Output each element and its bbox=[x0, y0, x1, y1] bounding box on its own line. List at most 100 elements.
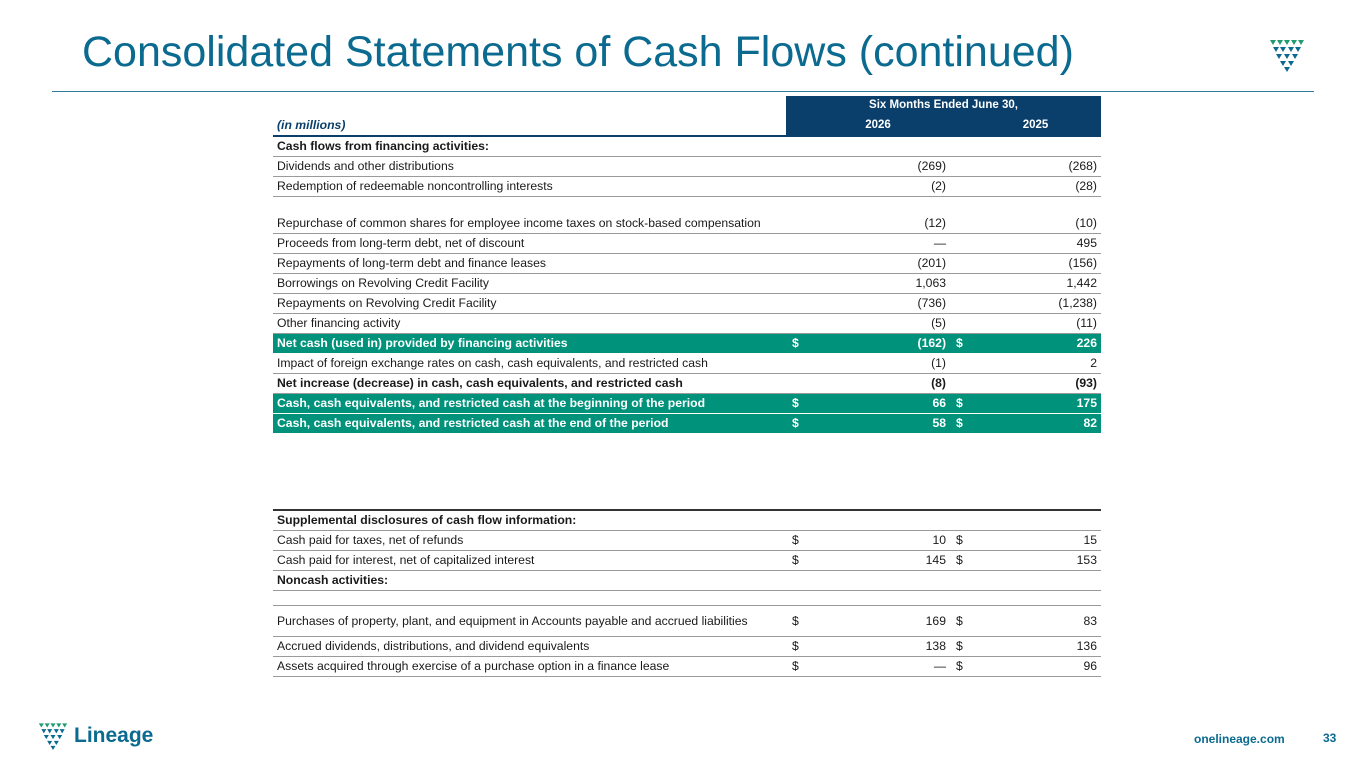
table-row: Cash paid for taxes, net of refunds $10 $1… bbox=[273, 530, 1101, 551]
table-row: Noncash activities: bbox=[273, 570, 1101, 591]
period-header: Six Months Ended June 30, bbox=[786, 96, 1101, 115]
dollar-sign-2025: $ bbox=[950, 550, 970, 571]
value-2025 bbox=[970, 570, 1101, 591]
value-2025: 15 bbox=[970, 530, 1101, 551]
value-2026 bbox=[806, 570, 950, 591]
dollar-sign-2025 bbox=[950, 293, 970, 314]
dollar-sign-2025 bbox=[950, 233, 970, 254]
dollar-sign-2025: $ bbox=[950, 656, 970, 677]
row-label: Proceeds from long-term debt, net of dis… bbox=[273, 233, 786, 254]
value-2026: 1,063 bbox=[806, 273, 950, 294]
table-row bbox=[273, 590, 1101, 606]
value-2026: (8) bbox=[806, 373, 950, 394]
dollar-sign-2026 bbox=[786, 510, 806, 531]
value-2025: 2 bbox=[970, 353, 1101, 374]
row-label: Cash, cash equivalents, and restricted c… bbox=[273, 393, 786, 414]
table-row: Borrowings on Revolving Credit Facility 1… bbox=[273, 273, 1101, 294]
dollar-sign-2026: $ bbox=[786, 656, 806, 677]
value-2026: 58 bbox=[806, 413, 950, 434]
value-2025: 82 bbox=[970, 413, 1101, 434]
row-label: Repayments of long-term debt and finance… bbox=[273, 253, 786, 274]
dollar-sign-2025 bbox=[950, 156, 970, 177]
value-2026: (5) bbox=[806, 313, 950, 334]
brand-wordmark: Lineage bbox=[74, 724, 154, 747]
value-2025: (28) bbox=[970, 176, 1101, 197]
value-2025: 83 bbox=[970, 605, 1101, 637]
value-2026: 145 bbox=[806, 550, 950, 571]
table-row: Repurchase of common shares for employee… bbox=[273, 196, 1101, 234]
dollar-sign-2025: $ bbox=[950, 605, 970, 637]
dollar-sign-2026 bbox=[786, 373, 806, 394]
table-row: Accrued dividends, distributions, and di… bbox=[273, 636, 1101, 657]
dollar-sign-2025 bbox=[950, 510, 970, 531]
table-row: Cash, cash equivalents, and restricted c… bbox=[273, 393, 1101, 414]
dollar-sign-2026 bbox=[786, 136, 806, 157]
table-row: Assets acquired through exercise of a pu… bbox=[273, 656, 1101, 677]
dollar-sign-2025 bbox=[950, 136, 970, 157]
page-number: 33 bbox=[1323, 731, 1337, 745]
supplemental-table: Supplemental disclosures of cash flow in… bbox=[273, 509, 1101, 677]
table-row: Cash paid for interest, net of capitaliz… bbox=[273, 550, 1101, 571]
dollar-sign-2026: $ bbox=[786, 550, 806, 571]
row-label: Assets acquired through exercise of a pu… bbox=[273, 656, 786, 677]
dollar-sign-2026 bbox=[786, 273, 806, 294]
value-2025: (268) bbox=[970, 156, 1101, 177]
value-2025: 495 bbox=[970, 233, 1101, 254]
value-2026: 169 bbox=[806, 605, 950, 637]
value-2026: (736) bbox=[806, 293, 950, 314]
dollar-sign-2026 bbox=[786, 570, 806, 591]
dollar-sign-2026: $ bbox=[786, 636, 806, 657]
value-2025: 175 bbox=[970, 393, 1101, 414]
dollar-sign-2025 bbox=[950, 570, 970, 591]
row-label: Purchases of property, plant, and equipm… bbox=[273, 605, 786, 637]
table-row: Impact of foreign exchange rates on cash… bbox=[273, 353, 1101, 374]
row-label: Repurchase of common shares for employee… bbox=[273, 196, 786, 234]
footer-website-link[interactable]: onelineage.com bbox=[1194, 732, 1285, 746]
row-label bbox=[273, 590, 786, 606]
page-title: Consolidated Statements of Cash Flows (c… bbox=[82, 28, 1074, 76]
dollar-sign-2026: $ bbox=[786, 393, 806, 414]
table-row: Purchases of property, plant, and equipm… bbox=[273, 605, 1101, 637]
table-row: Repayments of long-term debt and finance… bbox=[273, 253, 1101, 274]
table-row: Cash flows from financing activities: bbox=[273, 136, 1101, 157]
dollar-sign-2025 bbox=[950, 373, 970, 394]
row-label: Net cash (used in) provided by financing… bbox=[273, 333, 786, 354]
value-2026 bbox=[806, 510, 950, 531]
dollar-sign-2025 bbox=[950, 313, 970, 334]
value-2025: (10) bbox=[970, 196, 1101, 234]
value-2026: (201) bbox=[806, 253, 950, 274]
dollar-sign-2026 bbox=[786, 253, 806, 274]
column-header-2026: 2026 bbox=[806, 115, 950, 137]
dollar-sign-2026: $ bbox=[786, 413, 806, 434]
value-2026: — bbox=[806, 233, 950, 254]
lineage-logo-icon bbox=[1270, 40, 1304, 72]
row-label: Cash flows from financing activities: bbox=[273, 136, 786, 157]
column-header-2025: 2025 bbox=[970, 115, 1101, 137]
table-row: Repayments on Revolving Credit Facility (… bbox=[273, 293, 1101, 314]
value-2025: 226 bbox=[970, 333, 1101, 354]
row-label: Accrued dividends, distributions, and di… bbox=[273, 636, 786, 657]
dollar-sign-2025: $ bbox=[950, 333, 970, 354]
value-2025 bbox=[970, 136, 1101, 157]
value-2026: 10 bbox=[806, 530, 950, 551]
dollar-sign-2026 bbox=[786, 353, 806, 374]
table-row: Other financing activity (5) (11) bbox=[273, 313, 1101, 334]
row-label: Borrowings on Revolving Credit Facility bbox=[273, 273, 786, 294]
value-2025: (156) bbox=[970, 253, 1101, 274]
dollar-sign-2025: $ bbox=[950, 530, 970, 551]
value-2026: (1) bbox=[806, 353, 950, 374]
dollar-sign-2026: $ bbox=[786, 530, 806, 551]
table-row: Supplemental disclosures of cash flow in… bbox=[273, 510, 1101, 531]
dollar-sign-2026: $ bbox=[786, 605, 806, 637]
dollar-sign-2026 bbox=[786, 156, 806, 177]
table-row: Net increase (decrease) in cash, cash eq… bbox=[273, 373, 1101, 394]
value-2025 bbox=[970, 510, 1101, 531]
dollar-sign-2026 bbox=[786, 590, 806, 606]
dollar-sign-2025 bbox=[950, 590, 970, 606]
dollar-sign-2025 bbox=[950, 253, 970, 274]
value-2026 bbox=[806, 136, 950, 157]
lineage-logo-icon bbox=[38, 723, 68, 750]
row-label: Cash paid for interest, net of capitaliz… bbox=[273, 550, 786, 571]
value-2026: (162) bbox=[806, 333, 950, 354]
value-2025: (1,238) bbox=[970, 293, 1101, 314]
